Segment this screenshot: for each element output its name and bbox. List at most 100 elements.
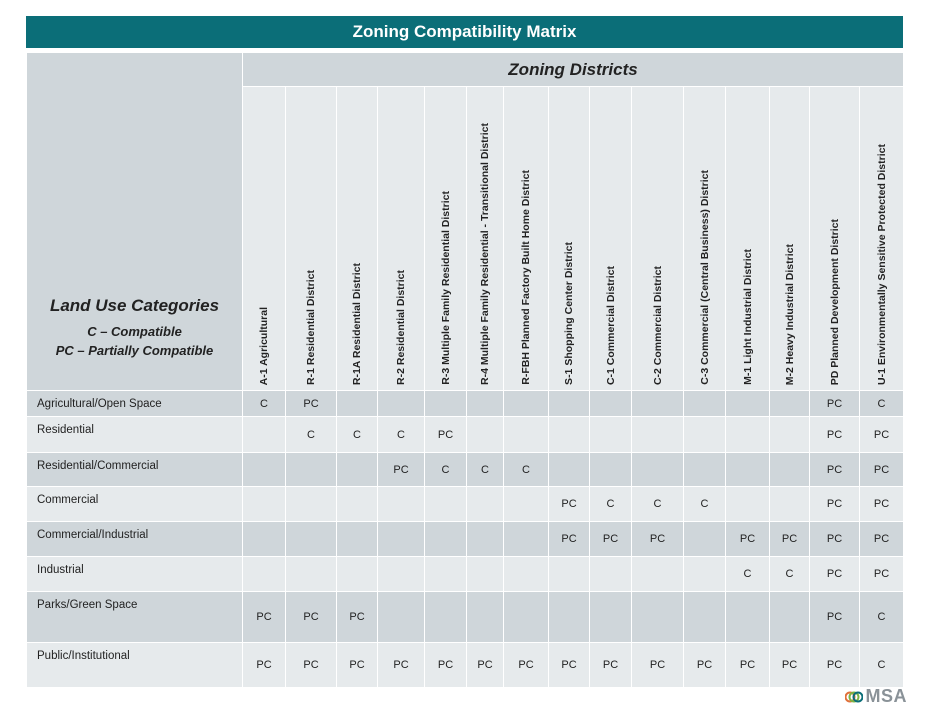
compatibility-cell: C [725, 556, 770, 592]
compatibility-cell [589, 556, 632, 592]
column-header: R-1A Residential District [336, 86, 378, 391]
compatibility-cell: C [859, 642, 904, 688]
compatibility-cell: PC [809, 556, 860, 592]
compatibility-cell [548, 452, 590, 487]
compatibility-cell [769, 452, 810, 487]
land-use-heading: Land Use Categories [49, 296, 220, 315]
compatibility-cell: PC [285, 390, 337, 417]
table-row: Industrial C C PC PC [26, 556, 904, 592]
table-row: Commercial PC C C C PC PC [26, 486, 904, 522]
compatibility-cell [424, 390, 467, 417]
compatibility-cell: C [285, 416, 337, 453]
compatibility-cell: C [503, 452, 549, 487]
compatibility-cell: PC [809, 642, 860, 688]
compatibility-cell [424, 556, 467, 592]
column-header: S-1 Shopping Center District [548, 86, 590, 391]
column-header: R-4 Multiple Family Residential - Transi… [466, 86, 504, 391]
column-header: R-3 Multiple Family Residential District [424, 86, 467, 391]
compatibility-cell: C [336, 416, 378, 453]
compatibility-cell: PC [548, 642, 590, 688]
compatibility-cell [336, 452, 378, 487]
compatibility-cell: PC [242, 591, 286, 643]
table-row: Parks/Green Space PC PC PC PC C [26, 591, 904, 643]
compatibility-cell [285, 556, 337, 592]
table-row: Residential C C C PC PC PC [26, 416, 904, 453]
column-header: R-2 Residential District [377, 86, 425, 391]
compatibility-cell: PC [725, 521, 770, 557]
compatibility-cell [336, 556, 378, 592]
compatibility-cell [631, 416, 684, 453]
compatibility-cell: C [769, 556, 810, 592]
compatibility-cell: PC [336, 642, 378, 688]
compatibility-cell: PC [424, 642, 467, 688]
compatibility-cell: PC [859, 556, 904, 592]
compatibility-cell [242, 556, 286, 592]
compatibility-cell [466, 591, 504, 643]
column-header: PD Planned Development District [809, 86, 860, 391]
compatibility-cell: PC [285, 642, 337, 688]
compatibility-cell [503, 486, 549, 522]
land-use-label: Industrial [26, 556, 243, 592]
compatibility-cell: PC [336, 591, 378, 643]
compatibility-cell: PC [589, 642, 632, 688]
compatibility-cell [769, 390, 810, 417]
compatibility-cell [589, 452, 632, 487]
compatibility-cell: C [859, 390, 904, 417]
compatibility-cell: C [589, 486, 632, 522]
column-header-label: M-1 Light Industrial District [741, 249, 754, 385]
compatibility-cell: C [466, 452, 504, 487]
compatibility-cell [683, 390, 726, 417]
column-header-label: R-2 Residential District [395, 270, 407, 385]
column-header: C-2 Commercial District [631, 86, 684, 391]
zoning-matrix: Land Use Categories C – Compatible PC – … [26, 52, 904, 688]
compatibility-cell [377, 591, 425, 643]
compatibility-cell [466, 556, 504, 592]
matrix-body: Agricultural/Open Space C PC PC C Residential… [26, 390, 904, 688]
compatibility-cell [336, 521, 378, 557]
zoning-districts-heading: Zoning Districts [242, 52, 904, 87]
compatibility-cell [683, 452, 726, 487]
column-header-label: R-3 Multiple Family Residential District [439, 191, 452, 385]
land-use-label: Public/Institutional [26, 642, 243, 688]
compatibility-cell [683, 556, 726, 592]
compatibility-cell [466, 486, 504, 522]
compatibility-cell [242, 416, 286, 453]
table-row: Agricultural/Open Space C PC PC C [26, 390, 904, 417]
compatibility-cell [336, 486, 378, 522]
compatibility-cell [466, 521, 504, 557]
land-use-label: Parks/Green Space [26, 591, 243, 643]
compatibility-cell: PC [859, 416, 904, 453]
compatibility-cell: PC [809, 452, 860, 487]
compatibility-cell [377, 521, 425, 557]
column-header-label: R-FBH Planned Factory Built Home Distric… [520, 170, 532, 385]
compatibility-cell: PC [683, 642, 726, 688]
compatibility-cell: PC [859, 521, 904, 557]
compatibility-cell [725, 452, 770, 487]
compatibility-cell: PC [466, 642, 504, 688]
compatibility-cell [503, 390, 549, 417]
compatibility-cell: PC [548, 521, 590, 557]
compatibility-cell: PC [503, 642, 549, 688]
compatibility-cell [242, 521, 286, 557]
compatibility-cell [725, 416, 770, 453]
compatibility-cell: C [377, 416, 425, 453]
compatibility-cell: PC [285, 591, 337, 643]
column-header-label: R-4 Multiple Family Residential - Transi… [479, 123, 491, 385]
compatibility-cell: PC [589, 521, 632, 557]
column-header-label: PD Planned Development District [828, 218, 841, 385]
compatibility-cell: PC [809, 521, 860, 557]
compatibility-cell [725, 486, 770, 522]
compatibility-cell [503, 521, 549, 557]
table-row: Public/Institutional PC PC PC PC PC PC PC PC PC PC… [26, 642, 904, 688]
column-header-label: C-2 Commercial District [651, 265, 664, 385]
compatibility-cell: PC [859, 452, 904, 487]
column-header: A-1 Agricultural [242, 86, 286, 391]
compatibility-cell [631, 452, 684, 487]
legend-compatible: C – Compatible [87, 324, 182, 339]
table-row: Commercial/Industrial PC PC PC PC PC PC PC [26, 521, 904, 557]
compatibility-cell [548, 416, 590, 453]
compatibility-cell: PC [809, 591, 860, 643]
compatibility-cell: PC [809, 390, 860, 417]
column-header-label: A-1 Agricultural [258, 306, 270, 385]
compatibility-cell [631, 591, 684, 643]
